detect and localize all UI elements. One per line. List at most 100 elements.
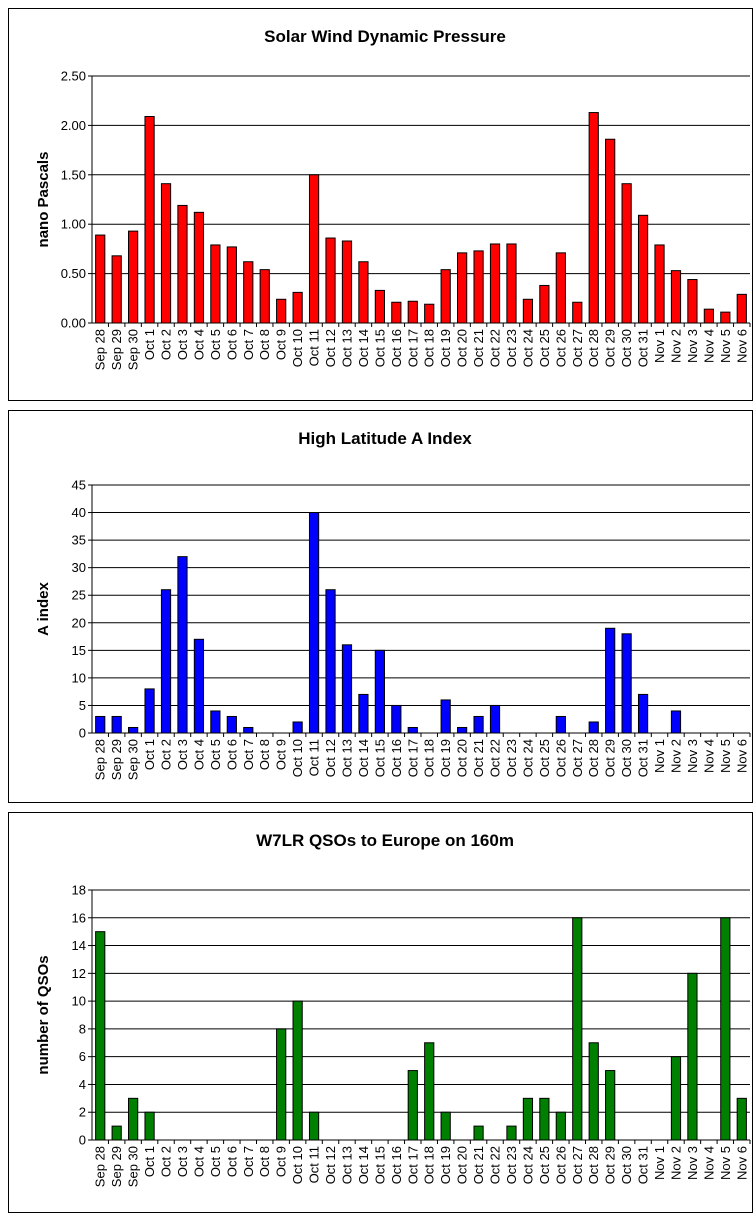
y-tick-label: 10 <box>72 670 86 685</box>
chart-panel: Solar Wind Dynamic Pressure nano Pascals 0… <box>8 8 753 401</box>
x-tick-label: Oct 26 <box>553 329 568 367</box>
y-tick-label: 1.50 <box>61 167 86 182</box>
y-tick-label: 10 <box>72 994 86 1009</box>
bar <box>210 244 221 324</box>
bar <box>341 644 353 734</box>
y-axis-label: number of QSOs <box>35 955 52 1074</box>
x-tick-label: Oct 25 <box>537 739 552 777</box>
x-tick-label: Oct 10 <box>290 739 305 777</box>
x-tick-label: Oct 23 <box>504 329 519 367</box>
x-tick-label: Oct 28 <box>586 739 601 777</box>
x-tick-label: Nov 3 <box>685 739 700 773</box>
x-tick-label: Nov 1 <box>652 1146 667 1180</box>
bar <box>308 174 320 324</box>
y-tick-label: 5 <box>79 698 86 713</box>
bar <box>276 298 287 324</box>
x-tick-label: Oct 18 <box>422 329 437 367</box>
bar <box>440 1111 451 1141</box>
bar <box>506 1125 517 1141</box>
x-tick-label: Oct 5 <box>208 739 223 770</box>
x-tick-label: Oct 29 <box>603 739 618 777</box>
x-tick-label: Oct 16 <box>389 329 404 367</box>
bar <box>374 289 385 324</box>
x-tick-label: Oct 4 <box>191 329 206 360</box>
bar <box>670 1056 682 1141</box>
x-tick-label: Oct 2 <box>159 329 174 360</box>
x-tick-label: Oct 22 <box>488 739 503 777</box>
bar <box>226 246 237 324</box>
bar <box>555 252 566 324</box>
bar <box>572 917 583 1141</box>
x-tick-label: Oct 18 <box>422 739 437 777</box>
x-tick-label: Oct 8 <box>257 739 272 770</box>
x-tick-label: Sep 28 <box>93 329 108 370</box>
x-tick-label: Oct 6 <box>224 739 239 770</box>
x-tick-label: Sep 30 <box>126 739 141 780</box>
panel-border <box>8 812 753 1213</box>
x-tick-label: Oct 13 <box>339 739 354 777</box>
bar <box>259 269 270 324</box>
chart-title: Solar Wind Dynamic Pressure <box>264 27 506 46</box>
chart-title: High Latitude A Index <box>298 429 472 448</box>
y-tick-label: 12 <box>72 966 86 981</box>
bar <box>720 917 731 1141</box>
bar <box>276 1028 287 1141</box>
x-tick-label: Oct 19 <box>438 1146 453 1184</box>
x-tick-label: Oct 1 <box>142 1146 157 1177</box>
bar <box>177 204 188 324</box>
bar <box>506 243 517 324</box>
x-tick-label: Oct 22 <box>488 329 503 367</box>
bar <box>703 308 714 324</box>
x-tick-label: Oct 28 <box>586 1146 601 1184</box>
bar <box>95 234 106 324</box>
x-tick-label: Oct 8 <box>257 1146 272 1177</box>
y-tick-label: 4 <box>79 1077 86 1092</box>
x-tick-label: Oct 10 <box>290 1146 305 1184</box>
y-tick-label: 2 <box>79 1105 86 1120</box>
y-tick-label: 20 <box>72 615 86 630</box>
x-tick-label: Oct 11 <box>307 739 322 776</box>
bar <box>687 279 698 324</box>
x-tick-label: Oct 31 <box>636 739 651 777</box>
y-tick-label: 40 <box>72 505 86 520</box>
x-tick-label: Oct 26 <box>553 739 568 777</box>
bar <box>654 244 665 324</box>
bar <box>407 300 418 324</box>
x-tick-label: Nov 1 <box>652 739 667 773</box>
y-tick-label: 2.50 <box>61 69 86 84</box>
y-tick-label: 0.50 <box>61 266 86 281</box>
bar <box>210 710 221 734</box>
bar <box>243 726 254 734</box>
bar <box>605 138 616 324</box>
x-tick-label: Oct 27 <box>570 1146 585 1184</box>
bar <box>128 1097 139 1141</box>
x-tick-label: Nov 5 <box>718 329 733 363</box>
x-tick-label: Oct 12 <box>323 739 338 777</box>
bar <box>391 704 402 734</box>
x-tick-label: Oct 10 <box>290 329 305 367</box>
y-tick-label: 0 <box>79 1133 86 1148</box>
y-tick-label: 45 <box>72 478 86 493</box>
bar <box>308 512 320 734</box>
x-tick-label: Oct 11 <box>307 1146 322 1183</box>
x-tick-label: Oct 30 <box>619 329 634 367</box>
x-tick-label: Oct 29 <box>603 329 618 367</box>
x-tick-label: Oct 15 <box>372 329 387 367</box>
bar <box>374 649 385 734</box>
x-tick-label: Oct 21 <box>471 739 486 777</box>
x-tick-label: Oct 14 <box>356 329 371 367</box>
x-tick-label: Nov 2 <box>668 739 683 773</box>
bar <box>391 301 402 324</box>
bar <box>144 116 155 324</box>
x-tick-label: Oct 20 <box>455 1146 470 1184</box>
x-tick-label: Oct 13 <box>339 1146 354 1184</box>
bar <box>177 556 188 734</box>
x-tick-label: Oct 20 <box>455 739 470 777</box>
x-tick-label: Oct 17 <box>405 739 420 777</box>
bar <box>637 214 649 324</box>
x-tick-label: Sep 30 <box>126 329 141 370</box>
bar <box>605 1070 616 1141</box>
bar <box>358 261 369 324</box>
x-tick-label: Nov 6 <box>734 1146 749 1180</box>
bar <box>440 269 451 324</box>
